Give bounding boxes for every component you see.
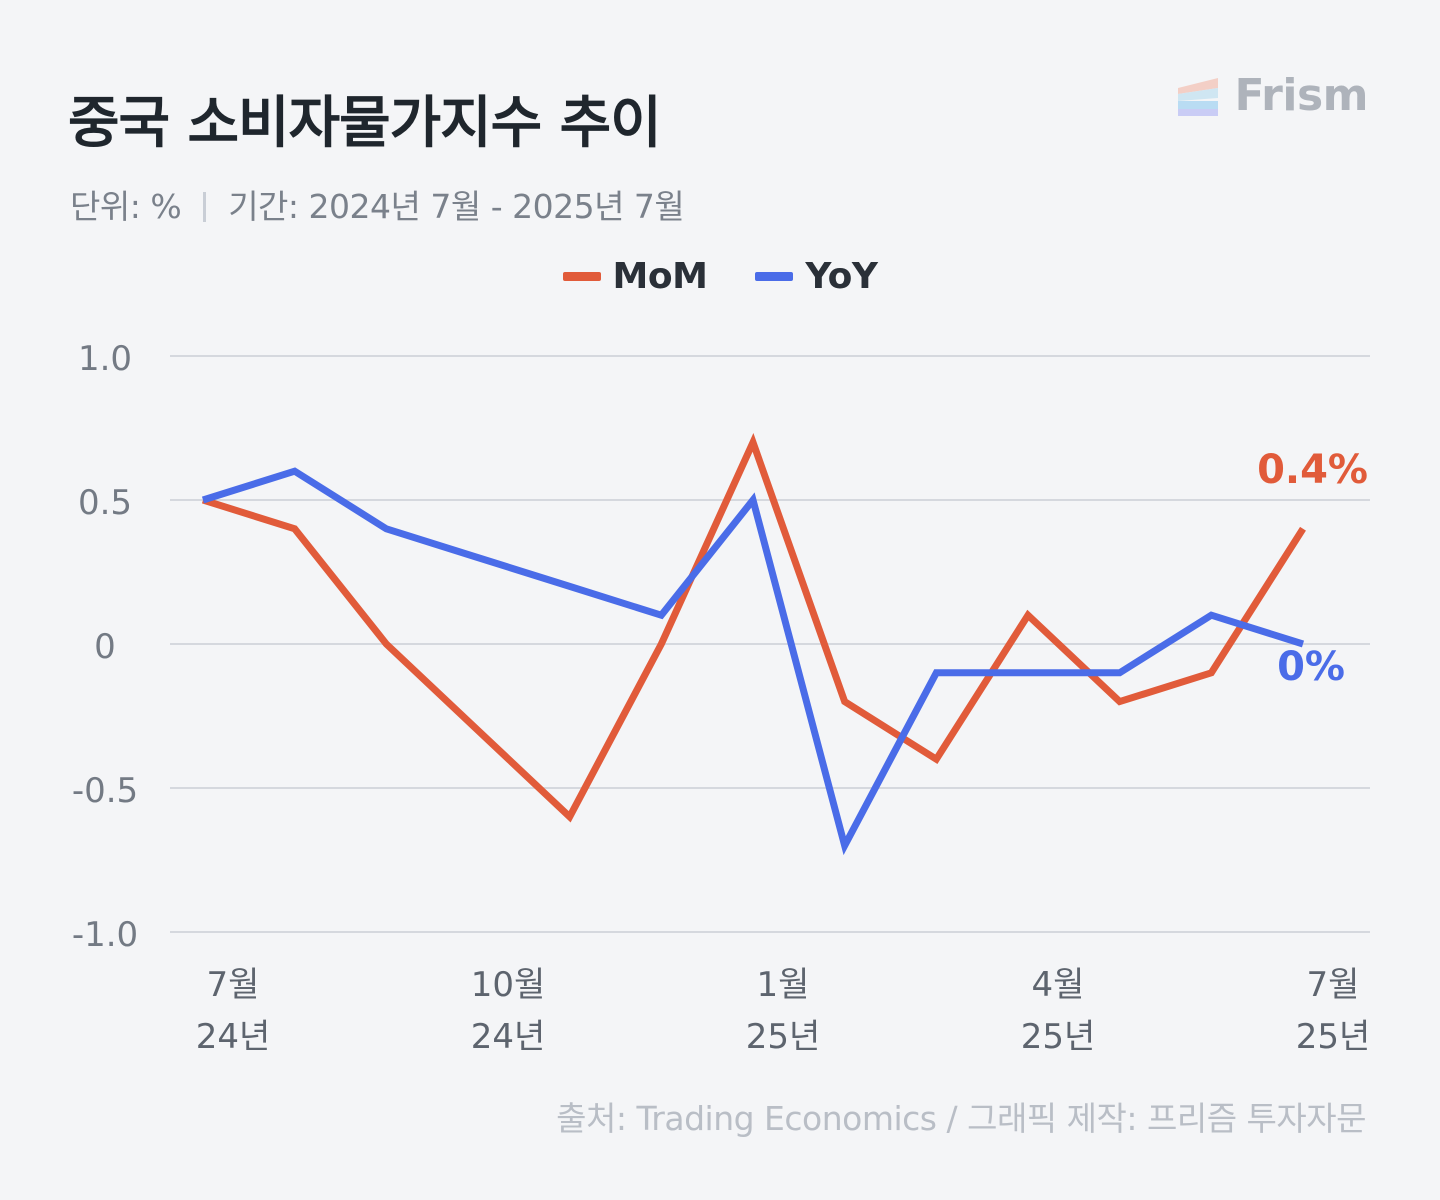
- brand-logo: Frism: [1178, 70, 1368, 121]
- chart-legend: MoM YoY: [0, 256, 1440, 297]
- legend-label-yoy: YoY: [805, 256, 878, 297]
- series-line-yoy: [201, 467, 1305, 856]
- chart-subtitle: 단위: % 기간: 2024년 7월 - 2025년 7월: [70, 180, 685, 228]
- chart-title: 중국 소비자물가지수 추이: [68, 91, 662, 156]
- source-note: 출처: Trading Economics / 그래픽 제작: 프리즘 투자자문: [556, 1099, 1366, 1138]
- y-tick-label: -0.5: [72, 771, 138, 811]
- x-tick-label-year: 24년: [196, 1017, 271, 1057]
- legend-item-yoy: YoY: [755, 256, 878, 297]
- unit-label: 단위: %: [70, 187, 182, 226]
- logo-stripe-3: [1178, 100, 1219, 109]
- frism-logo-icon: [1178, 77, 1219, 116]
- x-tick-label-month: 10월: [471, 965, 546, 1005]
- x-tick-label-month: 1월: [757, 965, 810, 1005]
- y-tick-label: -1.0: [72, 915, 138, 955]
- end-label-yoy: 0%: [1277, 644, 1345, 690]
- x-tick-label-year: 25년: [746, 1017, 821, 1057]
- subtitle-divider: [203, 192, 207, 222]
- logo-stripe-1: [1178, 77, 1219, 94]
- y-tick-label: 1.0: [78, 339, 132, 379]
- logo-stripe-4: [1178, 108, 1219, 116]
- logo-stripe-2: [1178, 87, 1219, 101]
- x-tick-label-year: 25년: [1296, 1017, 1371, 1057]
- x-tick-label-month: 4월: [1032, 965, 1085, 1005]
- x-tick-label-year: 25년: [1021, 1017, 1096, 1057]
- legend-swatch-mom: [562, 272, 601, 281]
- x-tick-label-month: 7월: [1307, 965, 1360, 1005]
- legend-label-mom: MoM: [612, 256, 708, 297]
- legend-item-mom: MoM: [562, 256, 708, 297]
- period-label: 기간: 2024년 7월 - 2025년 7월: [228, 187, 685, 226]
- y-tick-label: 0: [94, 627, 116, 667]
- legend-swatch-yoy: [755, 272, 794, 281]
- y-tick-label: 0.5: [78, 483, 132, 523]
- x-tick-label-month: 7월: [207, 965, 260, 1005]
- end-label-mom: 0.4%: [1257, 447, 1368, 493]
- brand-name: Frism: [1234, 70, 1368, 121]
- x-tick-label-year: 24년: [471, 1017, 546, 1057]
